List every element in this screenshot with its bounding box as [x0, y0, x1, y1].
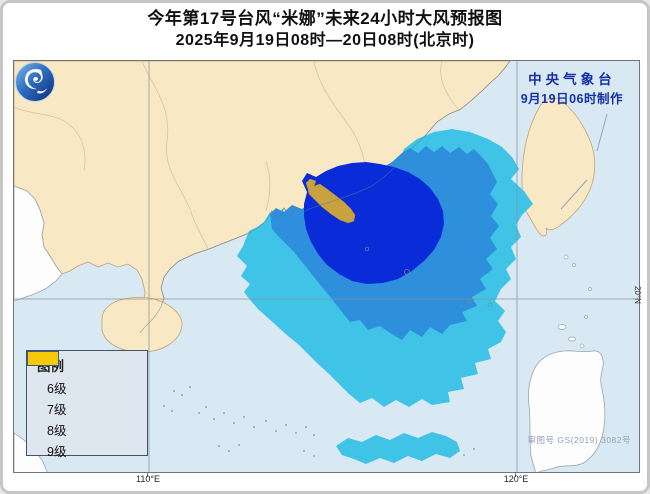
wind-area-9 — [305, 178, 356, 224]
lon-label-110e: 110°E — [136, 474, 160, 484]
lon-label-120e: 120°E — [503, 474, 529, 484]
province-borders — [14, 61, 461, 250]
tick-120e — [515, 473, 516, 477]
credit-org: 中央气象台 — [528, 72, 616, 87]
credit-block: 中央气象台 9月19日06时制作 — [521, 68, 623, 107]
map-canvas: 中央气象台 9月19日06时制作 图例 6级 7级 8级 9级 审 — [13, 60, 640, 473]
legend-panel: 图例 6级 7级 8级 9级 — [26, 350, 148, 459]
legend-label-8: 8级 — [47, 424, 67, 438]
vietnam-land — [14, 185, 63, 302]
credit-made-at: 9月19日06时制作 — [520, 92, 623, 106]
luzon-island — [528, 350, 606, 472]
map-approval-number: 审图号 GS(2019) 3082号 — [527, 435, 631, 445]
legend-row-8: 8级 — [27, 351, 147, 440]
legend-label-6: 6级 — [47, 382, 67, 396]
atoll-outlines — [364, 246, 493, 308]
legend-swatch-9 — [27, 351, 59, 366]
legend-row-6: 6级 — [27, 351, 147, 398]
legend-row-9: 9级 — [27, 351, 147, 461]
coastline-overlay — [139, 61, 511, 334]
boundary-dashes — [560, 113, 608, 210]
wind-area-6-detached — [336, 432, 460, 464]
hainan-island — [101, 296, 183, 353]
legend-label-7: 7级 — [47, 403, 67, 417]
taiwan-island — [521, 97, 596, 237]
map-title: 今年第17号台风“米娜”未来24小时大风预报图 — [147, 9, 503, 28]
graticule — [14, 61, 639, 472]
lat-label-20n: 20°N — [633, 286, 642, 304]
title-block: 今年第17号台风“米娜”未来24小时大风预报图 2025年9月19日08时—20… — [3, 8, 647, 52]
tick-110e — [147, 473, 148, 477]
cma-dragon-logo-icon — [15, 62, 55, 102]
legend-label-9: 9级 — [47, 445, 67, 459]
map-valid-period: 2025年9月19日08时—20日08时(北京时) — [175, 31, 475, 49]
islet-specks — [163, 308, 475, 457]
wind-area-8 — [302, 162, 444, 284]
legend-row-7: 7级 — [27, 351, 147, 419]
babuyan-islands — [557, 254, 592, 349]
